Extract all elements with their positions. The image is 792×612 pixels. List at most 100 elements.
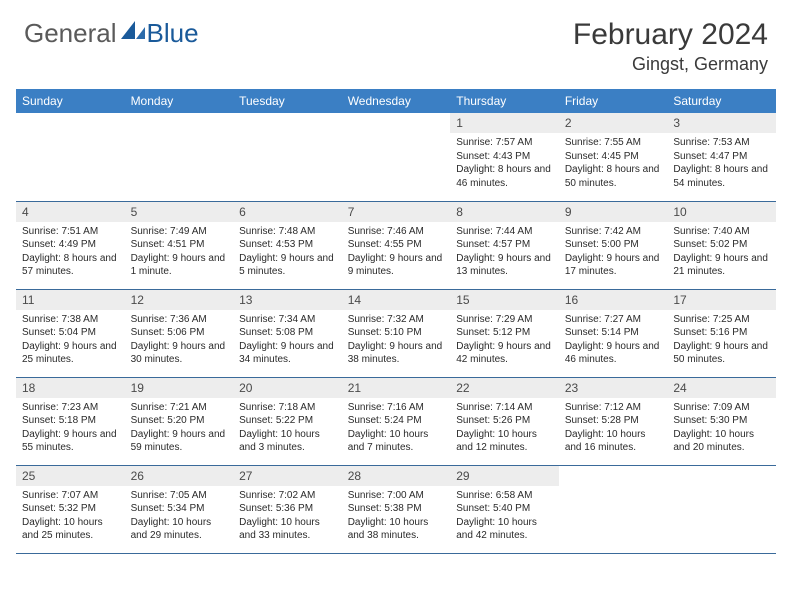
logo: General Blue bbox=[24, 18, 199, 49]
day-details: Sunrise: 7:40 AMSunset: 5:02 PMDaylight:… bbox=[667, 222, 776, 283]
day-number: 18 bbox=[16, 378, 125, 398]
calendar-cell: 14Sunrise: 7:32 AMSunset: 5:10 PMDayligh… bbox=[342, 289, 451, 377]
calendar-cell: 21Sunrise: 7:16 AMSunset: 5:24 PMDayligh… bbox=[342, 377, 451, 465]
calendar-row: 25Sunrise: 7:07 AMSunset: 5:32 PMDayligh… bbox=[16, 465, 776, 553]
day-number: 9 bbox=[559, 202, 668, 222]
day-details: Sunrise: 7:00 AMSunset: 5:38 PMDaylight:… bbox=[342, 486, 451, 547]
day-details: Sunrise: 7:48 AMSunset: 4:53 PMDaylight:… bbox=[233, 222, 342, 283]
day-details: Sunrise: 7:16 AMSunset: 5:24 PMDaylight:… bbox=[342, 398, 451, 459]
day-details: Sunrise: 7:57 AMSunset: 4:43 PMDaylight:… bbox=[450, 133, 559, 194]
calendar-cell: 27Sunrise: 7:02 AMSunset: 5:36 PMDayligh… bbox=[233, 465, 342, 553]
day-details: Sunrise: 7:02 AMSunset: 5:36 PMDaylight:… bbox=[233, 486, 342, 547]
day-number: 15 bbox=[450, 290, 559, 310]
day-details: Sunrise: 7:14 AMSunset: 5:26 PMDaylight:… bbox=[450, 398, 559, 459]
day-number: 7 bbox=[342, 202, 451, 222]
calendar-cell bbox=[16, 113, 125, 201]
day-details: Sunrise: 7:36 AMSunset: 5:06 PMDaylight:… bbox=[125, 310, 234, 371]
calendar-row: 4Sunrise: 7:51 AMSunset: 4:49 PMDaylight… bbox=[16, 201, 776, 289]
calendar-cell: 19Sunrise: 7:21 AMSunset: 5:20 PMDayligh… bbox=[125, 377, 234, 465]
calendar-cell: 18Sunrise: 7:23 AMSunset: 5:18 PMDayligh… bbox=[16, 377, 125, 465]
calendar-cell: 2Sunrise: 7:55 AMSunset: 4:45 PMDaylight… bbox=[559, 113, 668, 201]
calendar-cell: 8Sunrise: 7:44 AMSunset: 4:57 PMDaylight… bbox=[450, 201, 559, 289]
day-details: Sunrise: 7:42 AMSunset: 5:00 PMDaylight:… bbox=[559, 222, 668, 283]
day-number: 10 bbox=[667, 202, 776, 222]
calendar: SundayMondayTuesdayWednesdayThursdayFrid… bbox=[16, 89, 776, 554]
day-number: 28 bbox=[342, 466, 451, 486]
day-header: Sunday bbox=[16, 89, 125, 113]
day-details: Sunrise: 7:44 AMSunset: 4:57 PMDaylight:… bbox=[450, 222, 559, 283]
day-details: Sunrise: 7:12 AMSunset: 5:28 PMDaylight:… bbox=[559, 398, 668, 459]
calendar-cell: 16Sunrise: 7:27 AMSunset: 5:14 PMDayligh… bbox=[559, 289, 668, 377]
day-number: 24 bbox=[667, 378, 776, 398]
calendar-cell bbox=[233, 113, 342, 201]
calendar-cell: 1Sunrise: 7:57 AMSunset: 4:43 PMDaylight… bbox=[450, 113, 559, 201]
calendar-cell: 20Sunrise: 7:18 AMSunset: 5:22 PMDayligh… bbox=[233, 377, 342, 465]
calendar-cell: 6Sunrise: 7:48 AMSunset: 4:53 PMDaylight… bbox=[233, 201, 342, 289]
day-number: 4 bbox=[16, 202, 125, 222]
day-number: 27 bbox=[233, 466, 342, 486]
day-details: Sunrise: 7:55 AMSunset: 4:45 PMDaylight:… bbox=[559, 133, 668, 194]
day-details: Sunrise: 7:49 AMSunset: 4:51 PMDaylight:… bbox=[125, 222, 234, 283]
calendar-row: 1Sunrise: 7:57 AMSunset: 4:43 PMDaylight… bbox=[16, 113, 776, 201]
day-number: 23 bbox=[559, 378, 668, 398]
day-number: 12 bbox=[125, 290, 234, 310]
day-number: 1 bbox=[450, 113, 559, 133]
day-number: 5 bbox=[125, 202, 234, 222]
day-details: Sunrise: 7:38 AMSunset: 5:04 PMDaylight:… bbox=[16, 310, 125, 371]
day-number: 21 bbox=[342, 378, 451, 398]
day-details: Sunrise: 7:53 AMSunset: 4:47 PMDaylight:… bbox=[667, 133, 776, 194]
calendar-cell: 15Sunrise: 7:29 AMSunset: 5:12 PMDayligh… bbox=[450, 289, 559, 377]
day-header: Wednesday bbox=[342, 89, 451, 113]
calendar-cell bbox=[559, 465, 668, 553]
logo-blue: Blue bbox=[147, 18, 199, 49]
calendar-cell: 13Sunrise: 7:34 AMSunset: 5:08 PMDayligh… bbox=[233, 289, 342, 377]
day-number: 11 bbox=[16, 290, 125, 310]
day-number: 6 bbox=[233, 202, 342, 222]
logo-sail-icon bbox=[121, 21, 145, 39]
day-header: Friday bbox=[559, 89, 668, 113]
title-block: February 2024 Gingst, Germany bbox=[573, 18, 768, 75]
day-details: Sunrise: 7:32 AMSunset: 5:10 PMDaylight:… bbox=[342, 310, 451, 371]
day-number: 16 bbox=[559, 290, 668, 310]
day-number: 13 bbox=[233, 290, 342, 310]
day-header: Monday bbox=[125, 89, 234, 113]
day-number: 17 bbox=[667, 290, 776, 310]
day-header: Tuesday bbox=[233, 89, 342, 113]
day-number: 25 bbox=[16, 466, 125, 486]
day-number: 3 bbox=[667, 113, 776, 133]
day-number: 22 bbox=[450, 378, 559, 398]
calendar-cell: 28Sunrise: 7:00 AMSunset: 5:38 PMDayligh… bbox=[342, 465, 451, 553]
day-details: Sunrise: 7:34 AMSunset: 5:08 PMDaylight:… bbox=[233, 310, 342, 371]
month-title: February 2024 bbox=[573, 18, 768, 52]
location: Gingst, Germany bbox=[573, 54, 768, 75]
day-details: Sunrise: 7:27 AMSunset: 5:14 PMDaylight:… bbox=[559, 310, 668, 371]
calendar-cell: 12Sunrise: 7:36 AMSunset: 5:06 PMDayligh… bbox=[125, 289, 234, 377]
calendar-cell: 7Sunrise: 7:46 AMSunset: 4:55 PMDaylight… bbox=[342, 201, 451, 289]
header: General Blue February 2024 Gingst, Germa… bbox=[0, 0, 792, 83]
day-number: 8 bbox=[450, 202, 559, 222]
day-header: Saturday bbox=[667, 89, 776, 113]
calendar-row: 18Sunrise: 7:23 AMSunset: 5:18 PMDayligh… bbox=[16, 377, 776, 465]
day-details: Sunrise: 7:07 AMSunset: 5:32 PMDaylight:… bbox=[16, 486, 125, 547]
day-details: Sunrise: 7:46 AMSunset: 4:55 PMDaylight:… bbox=[342, 222, 451, 283]
calendar-cell: 9Sunrise: 7:42 AMSunset: 5:00 PMDaylight… bbox=[559, 201, 668, 289]
calendar-cell: 26Sunrise: 7:05 AMSunset: 5:34 PMDayligh… bbox=[125, 465, 234, 553]
day-number: 26 bbox=[125, 466, 234, 486]
calendar-cell: 22Sunrise: 7:14 AMSunset: 5:26 PMDayligh… bbox=[450, 377, 559, 465]
day-details: Sunrise: 7:21 AMSunset: 5:20 PMDaylight:… bbox=[125, 398, 234, 459]
calendar-cell bbox=[125, 113, 234, 201]
day-number: 14 bbox=[342, 290, 451, 310]
calendar-cell: 24Sunrise: 7:09 AMSunset: 5:30 PMDayligh… bbox=[667, 377, 776, 465]
day-number: 2 bbox=[559, 113, 668, 133]
calendar-cell: 10Sunrise: 7:40 AMSunset: 5:02 PMDayligh… bbox=[667, 201, 776, 289]
calendar-cell: 5Sunrise: 7:49 AMSunset: 4:51 PMDaylight… bbox=[125, 201, 234, 289]
day-details: Sunrise: 7:25 AMSunset: 5:16 PMDaylight:… bbox=[667, 310, 776, 371]
logo-general: General bbox=[24, 18, 117, 49]
calendar-body: 1Sunrise: 7:57 AMSunset: 4:43 PMDaylight… bbox=[16, 113, 776, 553]
calendar-cell bbox=[667, 465, 776, 553]
calendar-cell: 29Sunrise: 6:58 AMSunset: 5:40 PMDayligh… bbox=[450, 465, 559, 553]
day-header: Thursday bbox=[450, 89, 559, 113]
calendar-head: SundayMondayTuesdayWednesdayThursdayFrid… bbox=[16, 89, 776, 113]
calendar-cell: 17Sunrise: 7:25 AMSunset: 5:16 PMDayligh… bbox=[667, 289, 776, 377]
day-details: Sunrise: 7:51 AMSunset: 4:49 PMDaylight:… bbox=[16, 222, 125, 283]
